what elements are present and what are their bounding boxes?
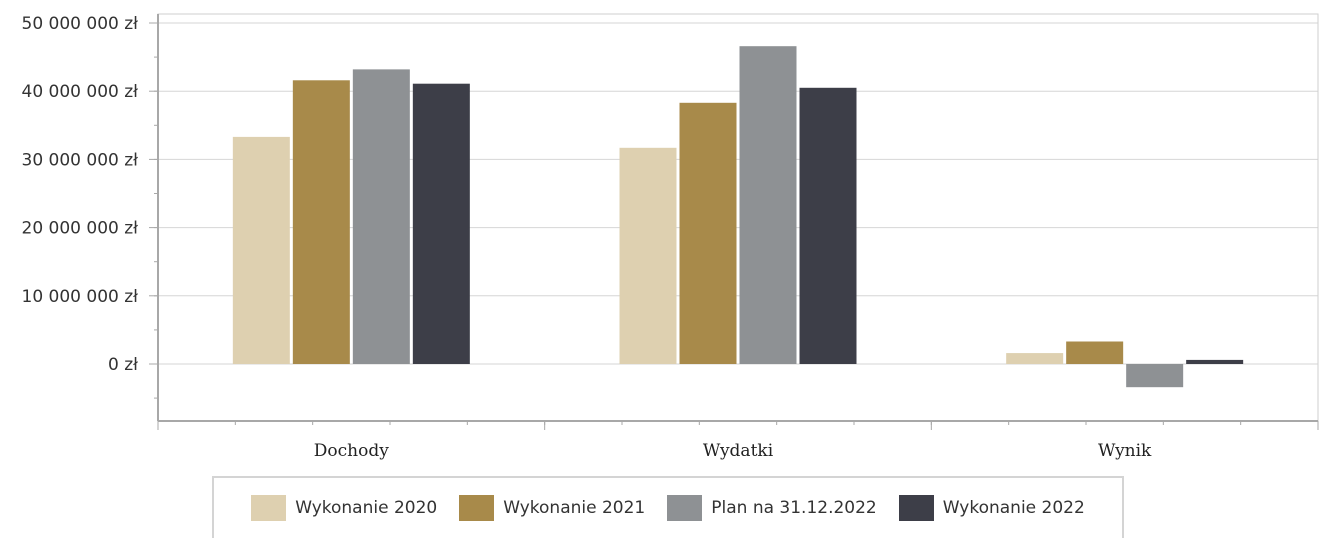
- x-tick-label: Dochody: [314, 441, 389, 461]
- legend-swatch: [251, 495, 287, 521]
- y-tick-label: 0 zł: [108, 355, 138, 375]
- bar-wynik-3: [1186, 359, 1244, 364]
- bar-wydatki-0: [619, 147, 677, 364]
- bar-dochody-0: [232, 136, 290, 364]
- legend-label: Wykonanie 2022: [942, 498, 1085, 518]
- legend-label: Plan na 31.12.2022: [711, 498, 877, 518]
- y-axis-ticks: 0 zł 10 000 000 zł 20 000 000 zł 30 000 000…: [22, 14, 139, 375]
- y-tick-label: 30 000 000 zł: [22, 150, 139, 170]
- y-tick-label: 50 000 000 zł: [22, 14, 139, 34]
- legend-swatch: [898, 495, 934, 521]
- legend: Wykonanie 2020 Wykonanie 2021 Plan na 31.1…: [212, 476, 1124, 538]
- x-axis-ticks: Dochody Wydatki Wynik: [314, 441, 1152, 461]
- legend-label: Wykonanie 2021: [503, 498, 646, 518]
- axes: [149, 13, 1319, 430]
- bar-wynik-1: [1066, 341, 1124, 364]
- bar-wydatki-1: [679, 102, 737, 364]
- legend-item: Wykonanie 2020: [251, 495, 437, 521]
- legend-item: Wykonanie 2022: [898, 495, 1085, 521]
- y-tick-label: 20 000 000 zł: [22, 219, 139, 239]
- bars: [232, 46, 1244, 388]
- bar-wynik-2: [1126, 364, 1184, 388]
- legend-item: Wykonanie 2021: [459, 495, 645, 521]
- bar-wynik-0: [1006, 353, 1064, 364]
- legend-swatch: [667, 495, 703, 521]
- x-tick-label: Wynik: [1098, 441, 1152, 461]
- y-tick-label: 40 000 000 zł: [22, 82, 139, 102]
- y-tick-label: 10 000 000 zł: [22, 287, 139, 307]
- grid-lines: [158, 22, 1318, 365]
- bar-dochody-3: [412, 83, 470, 364]
- legend-label: Wykonanie 2020: [295, 498, 438, 518]
- legend-swatch: [459, 495, 495, 521]
- x-tick-label: Wydatki: [703, 441, 774, 461]
- bar-chart: 0 zł 10 000 000 zł 20 000 000 zł 30 000 000…: [22, 13, 1319, 461]
- legend-item: Plan na 31.12.2022: [667, 495, 877, 521]
- bar-wydatki-3: [799, 87, 857, 364]
- bar-wydatki-2: [739, 46, 797, 365]
- bar-dochody-2: [352, 69, 410, 364]
- bar-dochody-1: [292, 80, 350, 365]
